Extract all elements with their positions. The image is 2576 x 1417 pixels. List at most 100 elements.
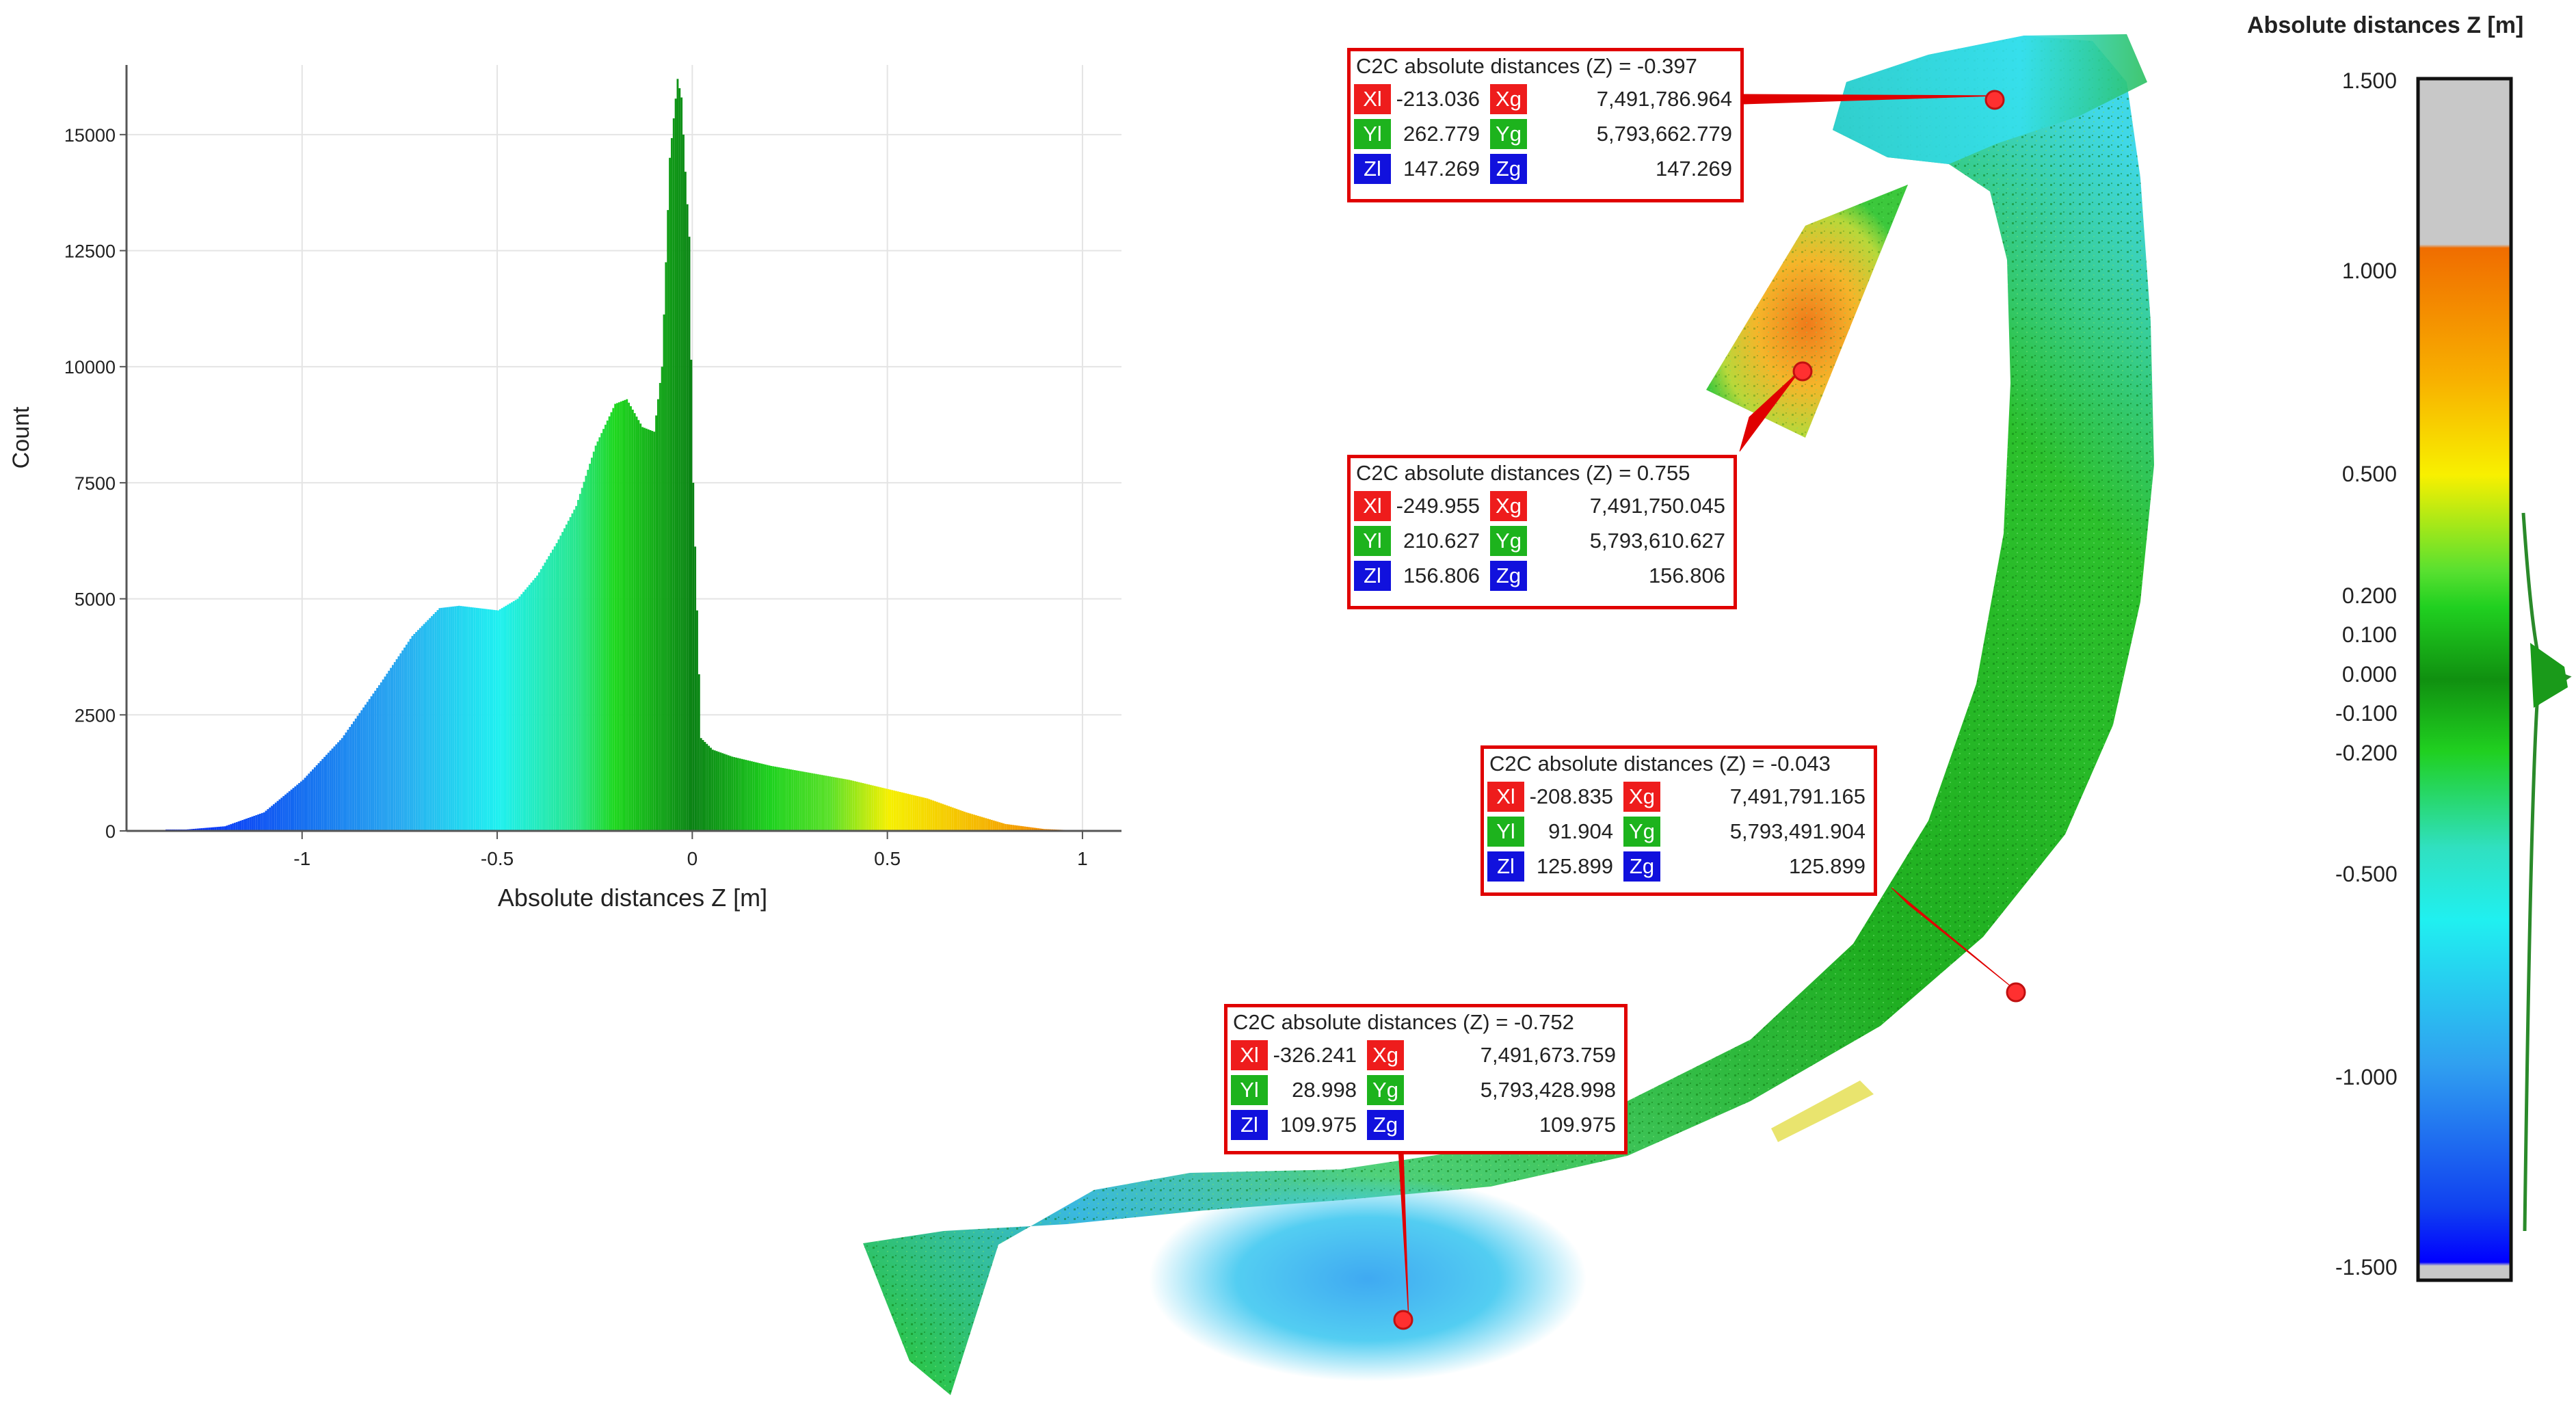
point-label-1[interactable]: C2C absolute distances (Z) = -0.397 Xl -2… [1347,48,1744,202]
histogram-bar [507,605,509,831]
yl-value: 28.998 [1292,1077,1357,1102]
histogram-bar [327,752,330,831]
histogram-bar [280,797,283,831]
histogram-bar [704,741,706,831]
histogram-bar [854,781,856,831]
xg-tag: Xg [1623,781,1660,812]
histogram-bar [879,787,882,831]
histogram-bar [399,653,402,831]
histogram-bar [649,429,652,831]
histogram-bar [542,566,544,831]
x-tick-label: -1 [293,848,310,869]
yl-value: 262.779 [1403,121,1480,146]
histogram-bar [393,662,396,831]
histogram-bar [491,609,494,831]
histogram-bar [235,822,238,831]
y-tick-label: 2500 [75,705,116,726]
histogram-bar [222,826,224,831]
histogram-bar [762,764,765,831]
histogram-bar [434,612,437,831]
point-label-2[interactable]: C2C absolute distances (Z) = 0.755 Xl -24… [1347,455,1737,609]
histogram-bar [815,773,817,831]
histogram-bar [840,778,843,831]
histogram-bar [477,608,480,831]
yg-value: 5,793,610.627 [1589,528,1725,553]
histogram-bar [749,760,751,831]
histogram-bar [920,797,922,831]
histogram-bar [645,428,648,831]
histogram-bar [708,745,711,831]
histogram-bar [739,758,741,831]
histogram-bar [935,802,938,831]
scale-tick-label: 1.000 [2341,259,2397,283]
histogram-bar [973,815,976,831]
histogram-bar [522,592,525,831]
histogram-bar [241,820,244,831]
label-title: C2C absolute distances (Z) = -0.397 [1356,54,1697,78]
histogram-bar [1000,823,1002,831]
histogram-bar [672,118,675,832]
histogram-bar [257,814,259,831]
histogram-bar [930,799,933,831]
histogram-bar [265,810,267,831]
histogram-bar [220,826,222,831]
histogram-bar [567,520,570,831]
histogram-bar [485,609,488,831]
histogram-bar [341,738,343,831]
histogram-bar [1029,827,1032,831]
histogram-bar [551,549,554,831]
histogram-bar [450,607,453,831]
histogram-bar [419,628,421,831]
histogram-axes: 0 2500 5000 7500 10000 12500 15000 -1 -0.5 0 0.5 1 [64,65,1121,869]
scale-tick-label: 1.500 [2341,68,2397,93]
histogram-bar [990,819,993,831]
histogram-bar [760,763,763,831]
histogram-bar [249,817,252,831]
histogram-bar [204,827,207,831]
point-label-3[interactable]: C2C absolute distances (Z) = -0.043 Xl -2… [1480,745,1877,896]
histogram-bar [805,772,808,831]
histogram-bar [633,413,636,831]
histogram-bar [446,607,449,831]
y-tick-label: 10000 [64,357,116,378]
scale-tick-label: 0.000 [2341,662,2397,687]
histogram-bar [669,157,671,831]
histogram-bar [282,796,285,831]
xg-tag: Xg [1367,1039,1404,1070]
histogram-bar [655,415,657,831]
histogram-bar [565,525,568,831]
histogram-bar [460,606,462,831]
histogram-bar [384,676,386,831]
histogram-bar [727,755,730,831]
histogram-bar [895,791,897,831]
histogram-bar [690,360,693,831]
histogram-bar [647,429,650,831]
histogram-bar [259,813,261,831]
histogram-bar [347,730,349,831]
point-label-4[interactable]: C2C absolute distances (Z) = -0.752 Xl -3… [1224,1004,1628,1154]
histogram-bar [725,754,728,831]
histogram-bar [337,742,339,831]
histogram-bar [575,505,578,831]
xg-value: 7,491,750.045 [1589,493,1725,518]
pick-points[interactable] [1393,90,2026,1330]
histogram-bar [799,771,802,831]
histogram-bar [702,740,704,831]
histogram-bar [961,810,964,831]
yg-tag: Yg [1367,1074,1404,1105]
histogram-bar [555,543,558,831]
leader-lines [1398,94,2018,1321]
leader-1 [1743,94,1999,105]
histogram-bar [987,819,989,831]
histogram-bar [951,807,954,831]
histogram-bar [897,791,899,831]
scale-tick-label: 0.500 [2341,462,2397,486]
histogram-bar [405,644,408,831]
histogram-bar [971,814,974,831]
scale-title: Absolute distances Z [m] [2247,12,2524,38]
histogram-bar [871,785,874,831]
histogram-bar [514,600,517,831]
histogram-bar [743,759,745,831]
histogram-bar [764,764,767,831]
